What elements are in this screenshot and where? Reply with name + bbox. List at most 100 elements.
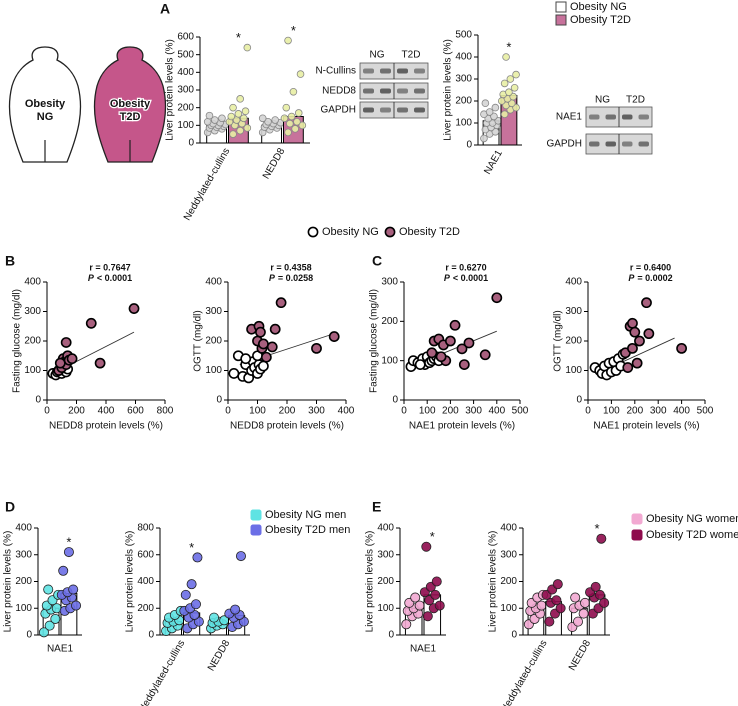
data-point [229, 103, 237, 112]
data-point [255, 326, 266, 338]
p-label: P = 0.0002 [628, 273, 672, 283]
data-point [641, 297, 652, 309]
data-point [512, 70, 520, 79]
blot-lane-label: T2D [402, 50, 421, 61]
blot-band [363, 88, 374, 94]
blot-band [414, 88, 425, 94]
x-tick-label: NAE1 [410, 644, 437, 655]
data-point [243, 124, 252, 132]
y-tick-label: 0 [511, 630, 517, 641]
y-axis-title: Fasting glucose (mg/dl) [12, 289, 23, 393]
y-tick-label: 0 [388, 630, 394, 641]
significance: * [236, 30, 241, 45]
data-point [227, 112, 236, 121]
blot-band [414, 107, 425, 113]
data-point [676, 342, 687, 354]
panel-label: E [372, 499, 381, 515]
x-tick-label: 300 [650, 406, 667, 417]
y-tick-label: 100 [500, 603, 517, 614]
y-tick-label: 100 [205, 365, 222, 376]
data-point [205, 111, 214, 120]
data-point [271, 116, 279, 124]
y-tick-label: 100 [24, 365, 41, 376]
blot-band [397, 68, 408, 74]
x-tick-label: 200 [279, 406, 296, 417]
data-point [422, 611, 433, 622]
data-point [240, 353, 252, 365]
x-tick-label: 300 [465, 406, 482, 417]
x-tick-label: Neddylated-cullins [137, 638, 187, 706]
blot-band [622, 141, 633, 147]
data-point [328, 331, 340, 342]
y-axis-title: Liver protein levels (%) [365, 531, 376, 633]
legend-label: Obesity T2D women [646, 529, 738, 541]
data-point [243, 43, 252, 52]
blot-band [605, 141, 616, 147]
legend-swatch [250, 509, 262, 521]
legend-label: Obesity NG [570, 1, 627, 13]
data-point [544, 616, 555, 627]
blot-band [622, 114, 633, 120]
data-point [54, 357, 66, 369]
y-tick-label: 300 [15, 549, 32, 560]
y-tick-label: 200 [24, 336, 41, 347]
y-tick-label: 400 [205, 277, 222, 288]
body-label: Obesity [25, 98, 66, 110]
legend-label: Obesity NG [322, 226, 379, 238]
y-tick-label: 400 [177, 67, 194, 78]
data-point [128, 303, 140, 314]
data-point [266, 341, 278, 353]
data-point [236, 126, 244, 135]
data-point [180, 589, 191, 600]
data-point [43, 584, 54, 595]
data-point [463, 337, 475, 349]
data-point [590, 581, 601, 592]
x-tick-label: Neddylated-cullins [182, 146, 232, 222]
data-point [68, 584, 79, 595]
y-tick-label: 100 [177, 120, 194, 131]
data-point [203, 118, 212, 126]
y-tick-label: 0 [35, 395, 41, 406]
x-tick-label: Neddylated-cullins [499, 638, 549, 706]
data-point [506, 75, 515, 83]
data-point [444, 335, 456, 347]
x-axis-title: NEDD8 protein levels (%) [230, 421, 344, 432]
x-tick-label: 100 [419, 406, 436, 417]
data-point [236, 95, 244, 103]
data-point [209, 612, 220, 623]
data-point [298, 121, 307, 130]
y-tick-label: 100 [455, 118, 472, 129]
blot-lane-label: NG [370, 50, 385, 61]
data-point [257, 360, 269, 372]
y-tick-label: 200 [377, 576, 394, 587]
data-point [410, 592, 421, 603]
data-point [60, 337, 72, 348]
r-label: r = 0.4358 [270, 262, 311, 272]
y-tick-label: 0 [188, 138, 194, 149]
data-point [235, 551, 246, 562]
y-tick-label: 0 [466, 140, 472, 151]
p-value: = 0.0258 [278, 273, 313, 283]
blot-band [380, 107, 391, 113]
x-tick-label: 500 [512, 406, 529, 417]
x-tick-label: NAE1 [47, 644, 74, 655]
data-point [289, 87, 298, 96]
data-point [190, 599, 201, 610]
y-tick-label: 600 [137, 549, 154, 560]
y-axis-title: Liver protein levels (%) [165, 39, 176, 141]
panel-label: B [5, 253, 15, 269]
y-tick-label: 0 [392, 395, 398, 406]
blot-row-label: GAPDH [546, 139, 582, 150]
x-tick-label: 100 [603, 406, 620, 417]
data-point [229, 130, 237, 138]
data-point [431, 576, 442, 587]
data-point [552, 579, 563, 590]
legend-label: Obesity T2D [399, 226, 460, 238]
y-tick-label: 300 [381, 277, 398, 288]
blot-band [605, 114, 616, 120]
y-tick-label: 300 [377, 549, 394, 560]
blot-band [380, 88, 391, 94]
body-icon [8, 46, 82, 163]
y-tick-label: 300 [177, 85, 194, 96]
